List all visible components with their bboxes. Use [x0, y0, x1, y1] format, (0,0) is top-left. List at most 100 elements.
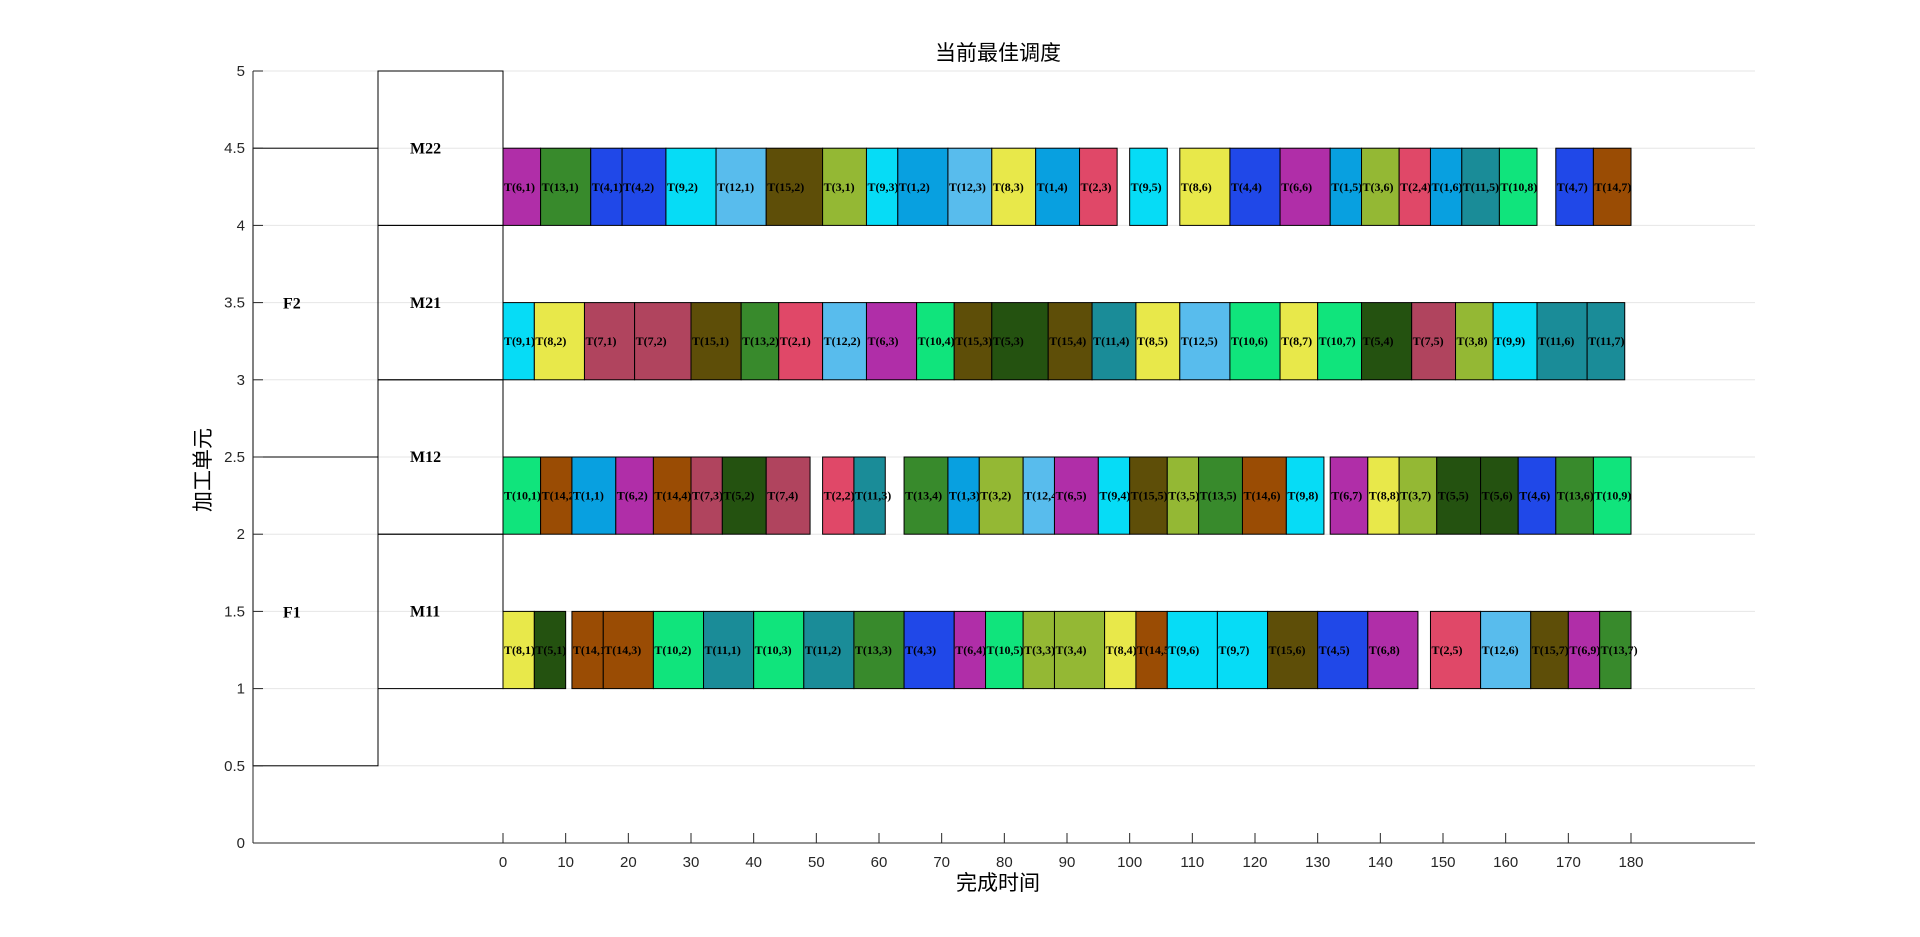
task-bar: [853, 456, 886, 535]
task-label: T(12,5): [1181, 334, 1218, 348]
task-label: T(6,1): [504, 180, 535, 194]
task-label: T(2,2): [824, 489, 855, 503]
task-label: T(11,6): [1538, 334, 1574, 348]
task-bar: [903, 456, 949, 535]
task-bar: [1398, 147, 1431, 226]
task-bar: [571, 456, 617, 535]
task-label: T(2,5): [1431, 643, 1462, 657]
task-label: T(2,1): [780, 334, 811, 348]
task-bar: [634, 302, 692, 381]
task-label: T(9,9): [1494, 334, 1525, 348]
task-bar: [1317, 302, 1363, 381]
task-label: T(5,1): [535, 643, 566, 657]
task-bar: [822, 302, 867, 381]
task-label: T(6,2): [617, 489, 648, 503]
x-tick-label: 120: [1242, 854, 1267, 871]
x-tick-label: 10: [557, 854, 574, 871]
task-label: T(11,5): [1463, 180, 1499, 194]
task-label: T(1,2): [899, 180, 930, 194]
task-bar: [1135, 610, 1168, 690]
task-label: T(11,4): [1093, 334, 1129, 348]
task-label: T(10,6): [1231, 334, 1268, 348]
task-label: T(9,4): [1099, 489, 1130, 503]
task-bar: [1599, 610, 1632, 690]
task-bar: [540, 456, 573, 535]
task-bar: [690, 456, 723, 535]
task-label: T(5,6): [1482, 489, 1513, 503]
task-bar: [1567, 610, 1601, 690]
task-label: T(9,5): [1131, 180, 1162, 194]
chart-title: 当前最佳调度: [935, 41, 1061, 65]
task-label: T(10,9): [1594, 489, 1631, 503]
task-bar: [1166, 610, 1218, 690]
task-label: T(10,8): [1500, 180, 1537, 194]
task-bar: [1367, 456, 1400, 535]
task-label: T(3,4): [1055, 643, 1086, 657]
task-bar: [1022, 456, 1055, 535]
task-label: T(5,5): [1438, 489, 1469, 503]
x-tick-label: 40: [745, 854, 762, 871]
x-tick-label: 110: [1180, 854, 1204, 871]
task-bar: [1317, 610, 1369, 690]
task-bar: [1361, 302, 1413, 381]
task-label: T(2,4): [1400, 180, 1431, 194]
task-bar: [903, 610, 955, 690]
task-label: T(6,7): [1331, 489, 1362, 503]
x-tick-label: 160: [1493, 854, 1518, 871]
task-bar: [690, 302, 742, 381]
task-label: T(3,8): [1457, 334, 1488, 348]
task-bar: [1411, 302, 1457, 381]
task-label: T(1,4): [1037, 180, 1068, 194]
task-bar: [1555, 147, 1594, 226]
task-bar: [978, 456, 1024, 535]
task-label: T(4,2): [623, 180, 654, 194]
y-tick-label: 3: [237, 372, 245, 389]
y-tick-label: 1: [237, 681, 245, 698]
task-label: T(13,5): [1200, 489, 1237, 503]
task-label: T(3,6): [1363, 180, 1394, 194]
task-label: T(6,3): [867, 334, 898, 348]
task-bar: [602, 610, 654, 690]
task-label: T(11,7): [1588, 334, 1624, 348]
task-bar: [985, 610, 1024, 690]
task-bar: [765, 456, 811, 535]
task-label: T(4,3): [905, 643, 936, 657]
task-label: T(13,3): [855, 643, 892, 657]
task-bar: [1129, 147, 1168, 226]
task-bar: [1429, 147, 1463, 226]
task-bar: [533, 302, 585, 381]
task-bar: [583, 302, 636, 381]
task-bar: [1166, 456, 1200, 535]
task-label: T(15,1): [692, 334, 729, 348]
task-label: T(14,3): [604, 643, 641, 657]
task-bar: [1592, 147, 1632, 226]
task-bar: [1053, 610, 1106, 690]
task-bar: [1498, 147, 1538, 226]
task-label: T(14,5): [1137, 643, 1174, 657]
task-label: T(15,7): [1532, 643, 1569, 657]
task-label: T(3,3): [1024, 643, 1055, 657]
task-bar: [865, 302, 918, 381]
task-bar: [991, 302, 1049, 381]
task-bar: [1229, 147, 1281, 226]
x-tick-label: 170: [1556, 854, 1581, 871]
x-tick-label: 70: [933, 854, 950, 871]
task-bar: [1530, 610, 1569, 690]
task-bar: [533, 610, 567, 690]
task-bar: [1135, 302, 1181, 381]
task-label: T(8,8): [1369, 489, 1400, 503]
task-bar: [652, 456, 692, 535]
y-tick-label: 2: [237, 526, 245, 543]
task-bar: [1367, 610, 1419, 690]
task-bar: [1492, 302, 1538, 381]
task-bar: [1267, 610, 1319, 690]
task-label: T(8,7): [1281, 334, 1312, 348]
task-label: T(1,3): [949, 489, 980, 503]
x-tick-label: 50: [808, 854, 825, 871]
task-bar: [1104, 610, 1137, 690]
x-tick-label: 20: [620, 854, 637, 871]
task-bar: [571, 610, 604, 690]
task-label: T(13,6): [1557, 489, 1594, 503]
task-bar: [1361, 147, 1400, 226]
x-tick-label: 100: [1117, 854, 1142, 871]
